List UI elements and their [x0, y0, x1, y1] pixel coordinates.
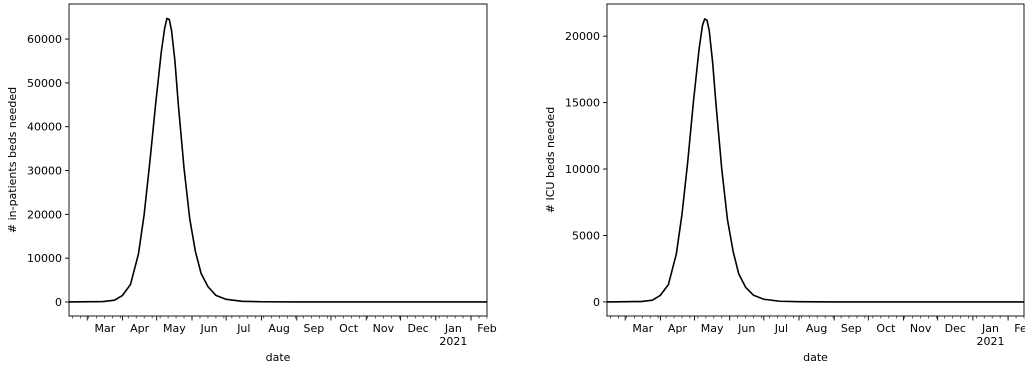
x-tick-label: Aug [268, 322, 289, 335]
x-tick-label: Jun [199, 322, 217, 335]
x-tick-label: Jul [774, 322, 788, 335]
x-tick-label: Jan [981, 322, 999, 335]
series-line [606, 18, 1024, 303]
x-tick-label: Nov [373, 322, 395, 335]
x-tick-label: Dec [407, 322, 428, 335]
x-tick-label: Nov [910, 322, 932, 335]
y-tick-label: 5000 [572, 229, 600, 242]
x-axis-title: date [803, 351, 828, 364]
x-tick-label: May [163, 322, 186, 335]
x-tick-label: May [701, 322, 724, 335]
x-tick-sublabel: 2021 [439, 335, 467, 348]
x-tick-sublabel: 2021 [976, 335, 1004, 348]
x-tick-label: Oct [339, 322, 359, 335]
y-tick-label: 0 [593, 296, 600, 309]
y-tick-label: 20000 [27, 208, 62, 221]
series-line [68, 17, 487, 303]
x-axis-title: date [266, 351, 291, 364]
x-tick-label: Apr [130, 322, 150, 335]
x-tick-label: Mar [94, 322, 115, 335]
x-tick-label: Apr [668, 322, 688, 335]
y-tick-label: 30000 [27, 165, 62, 178]
x-tick-label: Aug [806, 322, 827, 335]
x-tick-label: Jul [236, 322, 250, 335]
y-tick-label: 0 [55, 296, 62, 309]
y-axis-title: # ICU beds needed [544, 107, 557, 213]
x-tick-label: Mar [632, 322, 653, 335]
y-tick-label: 50000 [27, 77, 62, 90]
x-tick-label: Sep [841, 322, 862, 335]
x-tick-label: Sep [304, 322, 325, 335]
chart-panel-2: 0 5000 10000 15000 20000 Mar Apr May Jun Jul Aug Se… [544, 3, 1025, 364]
y-tick-label: 10000 [565, 163, 600, 176]
x-tick-label: Jun [737, 322, 755, 335]
x-tick-label: Feb [1014, 322, 1025, 335]
y-axis-title: # in-patients beds needed [6, 87, 19, 233]
plot-frame [68, 3, 488, 317]
x-tick-label: Feb [477, 322, 496, 335]
x-tick-label: Oct [876, 322, 896, 335]
y-tick-label: 60000 [27, 33, 62, 46]
y-tick-label: 15000 [565, 97, 600, 110]
y-tick-label: 20000 [565, 30, 600, 43]
plot-frame [606, 3, 1025, 317]
x-tick-label: Jan [444, 322, 462, 335]
y-tick-label: 10000 [27, 252, 62, 265]
y-tick-label: 40000 [27, 121, 62, 134]
chart-panel-1: 0 10000 20000 30000 40000 50000 60000 Mar Apr May… [6, 3, 497, 364]
x-tick-label: Dec [945, 322, 966, 335]
